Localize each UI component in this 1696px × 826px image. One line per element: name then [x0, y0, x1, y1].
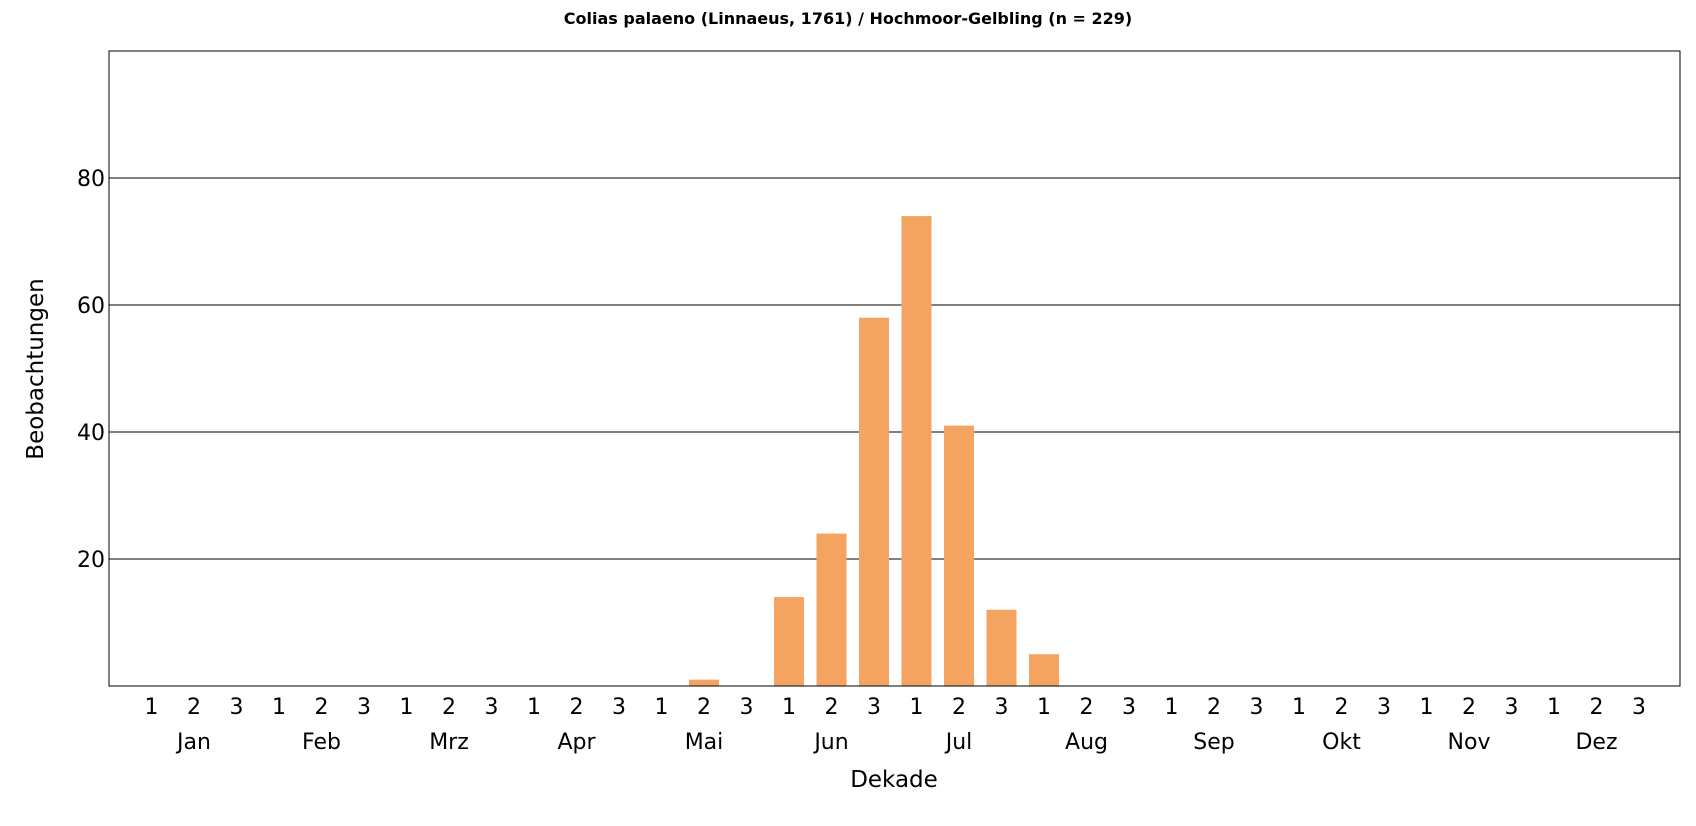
x-tick-labels: 1 2 3 1 2 3 1 2 3 1 2 3 1 2 3 1 2 3 1 2 3 1 2 3 1 2 3 1 2 3 1 2 3 1 2 3 — [145, 695, 1647, 720]
x-tick-label: 2 — [697, 695, 711, 720]
y-axis-label: Beobachtungen — [23, 278, 49, 459]
x-tick-label: 3 — [1250, 695, 1264, 720]
x-tick-label: 1 — [272, 695, 286, 720]
x-tick-label: 1 — [145, 695, 159, 720]
month-label: Mrz — [429, 730, 469, 755]
grid-lines — [109, 177, 1680, 560]
bars — [689, 216, 1059, 686]
x-tick-label: 2 — [570, 695, 584, 720]
x-tick-label: 3 — [1377, 695, 1391, 720]
x-tick-label: 2 — [187, 695, 201, 720]
x-tick-label: 3 — [1122, 695, 1136, 720]
x-tick-label: 3 — [357, 695, 371, 720]
x-tick-label: 3 — [740, 695, 754, 720]
bar — [689, 679, 719, 686]
x-tick-label: 1 — [527, 695, 541, 720]
x-tick-label: 3 — [485, 695, 499, 720]
x-tick-label: 2 — [442, 695, 456, 720]
month-label: Nov — [1448, 730, 1491, 755]
x-tick-label: 2 — [1462, 695, 1476, 720]
x-tick-label: 2 — [825, 695, 839, 720]
x-tick-label: 1 — [1547, 695, 1561, 720]
month-label: Apr — [557, 730, 596, 755]
x-tick-label: 1 — [1165, 695, 1179, 720]
month-label: Jun — [812, 730, 848, 755]
x-tick-label: 1 — [1292, 695, 1306, 720]
bar — [774, 597, 804, 686]
x-tick-label: 2 — [315, 695, 329, 720]
x-tick-label: 3 — [230, 695, 244, 720]
month-label: Jan — [175, 730, 211, 755]
x-tick-label: 1 — [655, 695, 669, 720]
x-tick-label: 2 — [1335, 695, 1349, 720]
chart-title: Colias palaeno (Linnaeus, 1761) / Hochmo… — [564, 9, 1132, 28]
x-tick-label: 1 — [1420, 695, 1434, 720]
month-labels: Jan Feb Mrz Apr Mai Jun Jul Aug Sep Okt Nov Dez — [175, 730, 1617, 755]
y-tick-label: 40 — [77, 421, 105, 446]
month-label: Feb — [302, 730, 341, 755]
y-tick-label: 20 — [77, 548, 105, 573]
x-tick-label: 1 — [1037, 695, 1051, 720]
bar — [859, 317, 889, 686]
x-tick-label: 2 — [952, 695, 966, 720]
bar — [1029, 654, 1059, 686]
x-tick-label: 3 — [1505, 695, 1519, 720]
y-tick-labels: 20 40 60 80 — [77, 167, 105, 573]
bar — [986, 609, 1017, 686]
x-tick-label: 2 — [1207, 695, 1221, 720]
x-axis-label: Dekade — [850, 767, 938, 793]
x-tick-label: 3 — [867, 695, 881, 720]
month-label: Aug — [1065, 730, 1108, 755]
month-label: Okt — [1322, 730, 1361, 755]
plot-area-frame — [108, 50, 1681, 687]
month-label: Dez — [1575, 730, 1617, 755]
x-tick-label: 1 — [400, 695, 414, 720]
x-tick-label: 3 — [612, 695, 626, 720]
month-label: Sep — [1193, 730, 1234, 755]
x-tick-label: 2 — [1590, 695, 1604, 720]
x-tick-label: 3 — [995, 695, 1009, 720]
x-tick-label: 1 — [782, 695, 796, 720]
bar — [901, 216, 932, 686]
bar — [816, 533, 847, 686]
bar — [944, 425, 974, 686]
y-tick-label: 60 — [77, 294, 105, 319]
month-label: Jul — [944, 730, 973, 755]
x-tick-label: 1 — [910, 695, 924, 720]
month-label: Mai — [685, 730, 724, 755]
x-tick-label: 2 — [1080, 695, 1094, 720]
x-tick-label: 3 — [1632, 695, 1646, 720]
y-tick-label: 80 — [77, 167, 105, 192]
